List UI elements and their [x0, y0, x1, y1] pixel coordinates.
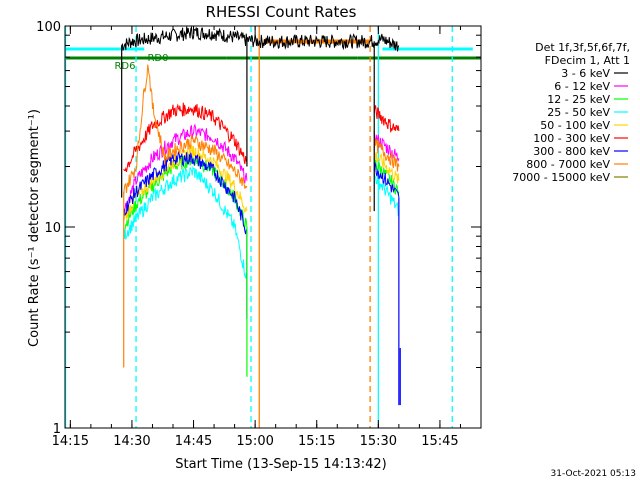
legend-label-7: 800 - 7000 keV: [526, 158, 610, 171]
x-tick-label-5: 15:30: [360, 434, 397, 449]
y-tick-label-1: 10: [44, 221, 61, 236]
legend-label-1: 6 - 12 keV: [554, 80, 610, 93]
atten-label-rd0: RD0: [147, 53, 168, 64]
legend-header-1: FDecim 1, Att 1: [545, 54, 630, 67]
series-line-4: [123, 143, 400, 220]
series-line-1: [123, 123, 400, 217]
legend-label-3: 25 - 50 keV: [547, 106, 610, 119]
legend-label-0: 3 - 6 keV: [561, 67, 610, 80]
series-line-7: [123, 64, 400, 195]
plot-frame: [64, 25, 482, 429]
footer-date: 31-Oct-2021 05:13: [551, 469, 636, 479]
x-tick-label-4: 15:15: [298, 434, 335, 449]
x-tick-label-0: 14:15: [52, 434, 89, 449]
legend-header-0: Det 1f,3f,5f,6f,7f,: [535, 41, 630, 54]
x-tick-label-3: 15:00: [236, 434, 273, 449]
y-axis-label: Count Rate (s⁻¹ detector segment⁻¹): [27, 109, 42, 347]
x-tick-label-6: 15:45: [421, 434, 458, 449]
legend-label-6: 300 - 800 keV: [533, 145, 610, 158]
chart-title: RHESSI Count Rates: [206, 3, 357, 21]
x-axis-label: Start Time (13-Sep-15 14:13:42): [175, 457, 386, 472]
y-tick-label-0: 1: [53, 422, 61, 437]
legend-label-5: 100 - 300 keV: [533, 132, 610, 145]
legend-label-2: 12 - 25 keV: [547, 93, 610, 106]
atten-label-rd6: RD6: [114, 61, 135, 72]
legend-label-8: 7000 - 15000 keV: [512, 171, 610, 184]
legend-label-4: 50 - 100 keV: [540, 119, 610, 132]
y-tick-label-2: 100: [36, 20, 61, 35]
x-tick-label-2: 14:45: [175, 434, 212, 449]
x-tick-label-1: 14:30: [113, 434, 150, 449]
series-line-3: [123, 165, 400, 280]
series-line-6: [123, 151, 400, 235]
series-line-5: [123, 102, 400, 173]
series-line-0: [121, 25, 400, 52]
